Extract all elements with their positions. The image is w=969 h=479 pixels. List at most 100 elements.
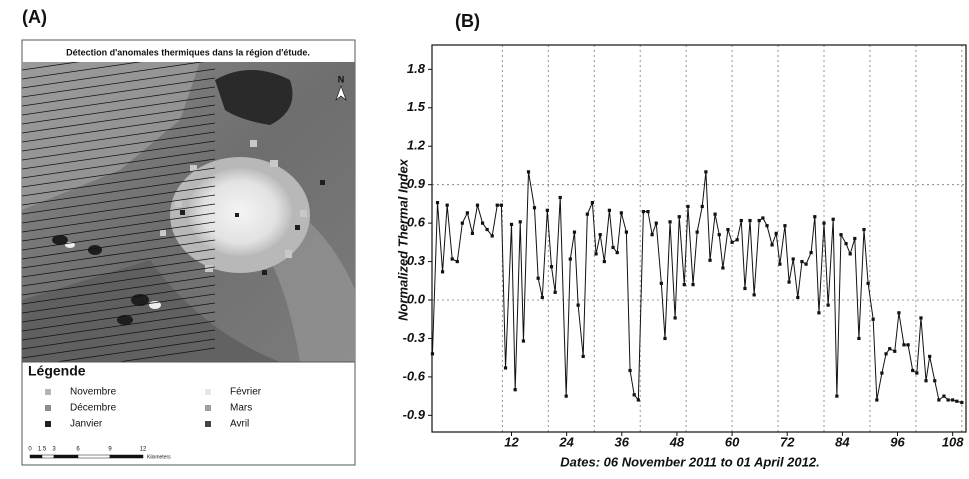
data-point	[924, 379, 928, 383]
data-point	[942, 394, 946, 398]
data-point	[668, 220, 672, 224]
data-point	[654, 221, 658, 225]
data-point	[839, 233, 843, 237]
hatch-line	[22, 203, 216, 233]
data-point	[465, 211, 469, 215]
data-point	[748, 218, 752, 223]
data-point	[553, 290, 557, 294]
data-point	[440, 270, 445, 274]
x-tick-label: 36	[615, 434, 630, 449]
data-point	[770, 243, 774, 247]
data-point	[919, 316, 923, 320]
data-point	[835, 394, 839, 398]
data-point	[831, 217, 835, 221]
hatch-line	[22, 302, 216, 332]
data-point	[646, 209, 650, 214]
data-point	[445, 203, 449, 207]
data-point	[743, 286, 747, 291]
hatch-line	[22, 275, 216, 305]
data-point	[602, 259, 606, 264]
data-point	[641, 209, 645, 214]
data-point	[862, 227, 866, 232]
hatch-line	[115, 347, 216, 362]
hatch-line	[22, 62, 142, 80]
data-point	[518, 220, 522, 224]
data-point	[853, 236, 857, 241]
data-point	[682, 283, 686, 287]
map-image	[22, 62, 355, 362]
y-tick-label: 1.8	[407, 61, 426, 76]
data-point	[590, 201, 594, 205]
data-point	[884, 352, 888, 356]
hatch-line	[22, 86, 216, 116]
y-tick-label: 0.0	[407, 291, 426, 306]
x-tick-label: 60	[725, 434, 740, 449]
data-point	[435, 201, 440, 205]
scale-label: 0	[28, 447, 32, 453]
data-point	[721, 266, 725, 270]
hatch-line	[22, 257, 216, 287]
data-point	[568, 257, 572, 261]
data-point	[893, 349, 897, 353]
data-point	[572, 230, 577, 234]
data-point	[946, 398, 950, 402]
data-point	[624, 230, 628, 234]
data-point	[536, 276, 540, 280]
data-point	[659, 281, 663, 285]
legend-label: Janvier	[70, 419, 103, 430]
north-label: N	[338, 74, 345, 84]
x-tick-label: 84	[835, 434, 850, 449]
data-point	[549, 265, 554, 269]
data-point	[632, 393, 636, 397]
data-point	[460, 221, 464, 225]
scale-label: 6	[76, 447, 80, 453]
data-point	[532, 206, 537, 210]
hatch-line	[22, 320, 216, 350]
hatch-line	[22, 221, 216, 251]
data-point	[650, 233, 654, 237]
data-point	[677, 215, 681, 219]
data-point	[928, 354, 932, 358]
data-point	[730, 240, 734, 244]
data-point	[594, 252, 598, 256]
hatch-line	[22, 95, 216, 125]
data-point	[726, 227, 730, 232]
hatch-line	[22, 104, 216, 134]
data-point	[761, 216, 765, 220]
hatch-line	[22, 122, 216, 152]
x-tick-label: 48	[669, 434, 685, 449]
data-point	[663, 336, 667, 341]
data-point	[673, 316, 677, 320]
hatch-line	[22, 185, 216, 215]
data-point	[888, 347, 892, 351]
data-point	[955, 399, 959, 403]
hatch-line	[22, 77, 216, 107]
scale-segment	[109, 454, 144, 459]
legend-swatch	[45, 405, 51, 411]
hatch-line	[22, 131, 216, 161]
data-point	[757, 218, 761, 223]
hatch-line	[22, 230, 216, 260]
data-point	[783, 224, 787, 228]
data-point	[495, 203, 499, 207]
data-point	[813, 215, 817, 219]
legend-swatch	[45, 389, 51, 395]
data-point	[499, 203, 503, 207]
hatch-line	[22, 62, 80, 71]
hatch-line	[22, 311, 216, 341]
data-point	[804, 262, 808, 266]
data-point	[875, 398, 879, 402]
data-point	[598, 233, 602, 237]
data-point	[450, 257, 454, 261]
legend-title: Légende	[28, 363, 86, 379]
data-point	[521, 339, 526, 343]
scale-label: 12	[140, 447, 147, 453]
panel-label: (B)	[455, 11, 480, 31]
hatch-line	[22, 167, 216, 197]
data-point	[897, 311, 901, 315]
data-point	[636, 398, 640, 402]
data-point	[628, 368, 632, 373]
data-point	[509, 222, 514, 227]
data-point	[735, 238, 739, 242]
data-point	[822, 221, 826, 225]
